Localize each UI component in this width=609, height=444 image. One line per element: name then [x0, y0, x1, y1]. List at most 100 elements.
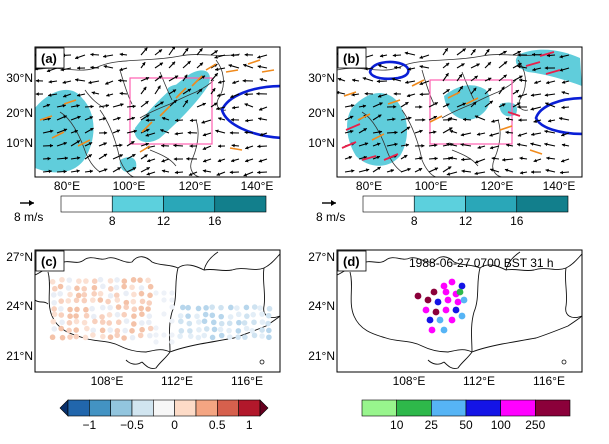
wind-vector-head — [377, 94, 382, 98]
wind-vector-head — [517, 94, 522, 98]
panel-b-lon-ticks: 80°E 100°E 120°E 140°E — [356, 179, 575, 193]
wind-vector-head — [201, 120, 205, 124]
wind-vector-head — [419, 92, 423, 97]
wind-vector-head — [231, 105, 236, 110]
wind-vector-head — [446, 89, 450, 93]
wind-vector-head — [202, 146, 207, 150]
wind-vector-head — [171, 61, 176, 66]
wind-vector-head — [189, 118, 194, 123]
wind-vector-head — [242, 78, 246, 83]
wind-vector-head — [350, 103, 355, 108]
panel-a-high-contour — [220, 84, 280, 140]
station-dot — [259, 327, 265, 333]
station-dot — [81, 297, 88, 304]
wind-vector-head — [491, 156, 495, 161]
wind-vector-head — [49, 129, 54, 134]
wind-vector-head — [173, 157, 177, 161]
rainfall-station-dot — [458, 312, 466, 320]
wind-vector-head — [503, 61, 508, 65]
station-dot — [123, 299, 130, 306]
wind-vector-head — [337, 90, 340, 95]
station-dot — [131, 291, 137, 298]
wind-vector-head — [47, 117, 51, 121]
wind-vector-head — [160, 101, 164, 105]
wind-vector-head — [217, 144, 222, 148]
wind-vector-head — [173, 143, 177, 148]
wind-vector-head — [257, 144, 261, 149]
wind-vector-head — [74, 129, 78, 134]
wind-vector-head — [213, 102, 218, 106]
station-dot — [218, 313, 225, 320]
svg-text:120°E: 120°E — [179, 179, 212, 193]
wind-vector-head — [486, 49, 490, 53]
wind-vector-head — [244, 130, 248, 135]
wind-vector-head — [530, 107, 534, 111]
station-dot — [236, 319, 242, 326]
station-dot — [100, 283, 106, 290]
station-dot — [67, 291, 73, 298]
wind-vector-head — [175, 118, 179, 123]
station-dot — [138, 305, 145, 312]
wind-vector-head — [145, 114, 150, 118]
rainfall-station-dot — [430, 288, 438, 296]
wind-vector-head — [448, 127, 453, 131]
station-dot — [73, 333, 80, 340]
station-dot — [185, 304, 191, 311]
colorbar-tick-label: 8 — [109, 214, 116, 228]
station-dot — [114, 327, 121, 334]
station-dot — [194, 313, 200, 320]
wind-vector-head — [145, 101, 149, 105]
wind-vector-head — [422, 118, 426, 122]
wind-vector-head — [379, 54, 384, 58]
station-dot — [169, 339, 175, 345]
wind-vector-head — [406, 93, 411, 98]
station-dot — [129, 334, 136, 341]
station-dot — [75, 292, 82, 299]
station-dot — [74, 306, 80, 313]
station-dot — [147, 332, 153, 339]
wind-vector-head — [518, 63, 522, 67]
svg-text:10°N: 10°N — [6, 136, 33, 150]
station-dot — [73, 297, 80, 304]
svg-text:80°E: 80°E — [54, 179, 80, 193]
wind-vector-head — [35, 92, 39, 96]
station-dot — [139, 298, 146, 305]
wind-vector-head — [104, 131, 108, 135]
wind-vector-head — [88, 80, 92, 85]
rainfall-station-dot — [440, 326, 448, 334]
wind-vector-head — [516, 142, 521, 147]
wind-vector-head — [472, 87, 477, 92]
station-dot — [90, 297, 96, 303]
wind-vector-head — [474, 160, 479, 164]
wind-vector-head — [174, 170, 179, 175]
colorbar-tick-label: 10 — [390, 418, 404, 432]
station-dot — [226, 327, 232, 334]
station-dot — [81, 292, 88, 298]
panel-b-high-contour-east — [534, 96, 582, 136]
wind-vector-head — [174, 75, 179, 79]
station-dot — [169, 318, 175, 324]
wind-vector-head — [445, 62, 450, 67]
wind-vector-head — [145, 133, 149, 137]
wind-vector-head — [447, 117, 451, 122]
wind-vector-head — [161, 143, 165, 148]
wind-vector-head — [390, 169, 394, 173]
station-dot — [131, 306, 138, 313]
panel-b-frame — [336, 46, 583, 178]
station-dot — [131, 313, 137, 319]
wind-vector-head — [477, 145, 481, 150]
station-dot — [50, 292, 57, 298]
panel-d-boundaries — [337, 251, 582, 369]
colorbar-swatch — [465, 195, 518, 213]
wind-vector-head — [259, 78, 264, 82]
wind-vector-head — [88, 154, 92, 158]
station-dot — [265, 320, 271, 327]
panel-c: (c) 27°N 24°N 21°N 108°E 112°E 116°E — [6, 249, 281, 388]
wind-vector-head — [75, 55, 79, 60]
rainfall-station-dot — [442, 306, 450, 314]
station-dot — [73, 327, 80, 333]
wind-vector-head — [184, 74, 188, 79]
wind-vector-head — [546, 156, 550, 161]
station-dot — [51, 311, 58, 318]
wind-vector-head — [103, 64, 107, 69]
